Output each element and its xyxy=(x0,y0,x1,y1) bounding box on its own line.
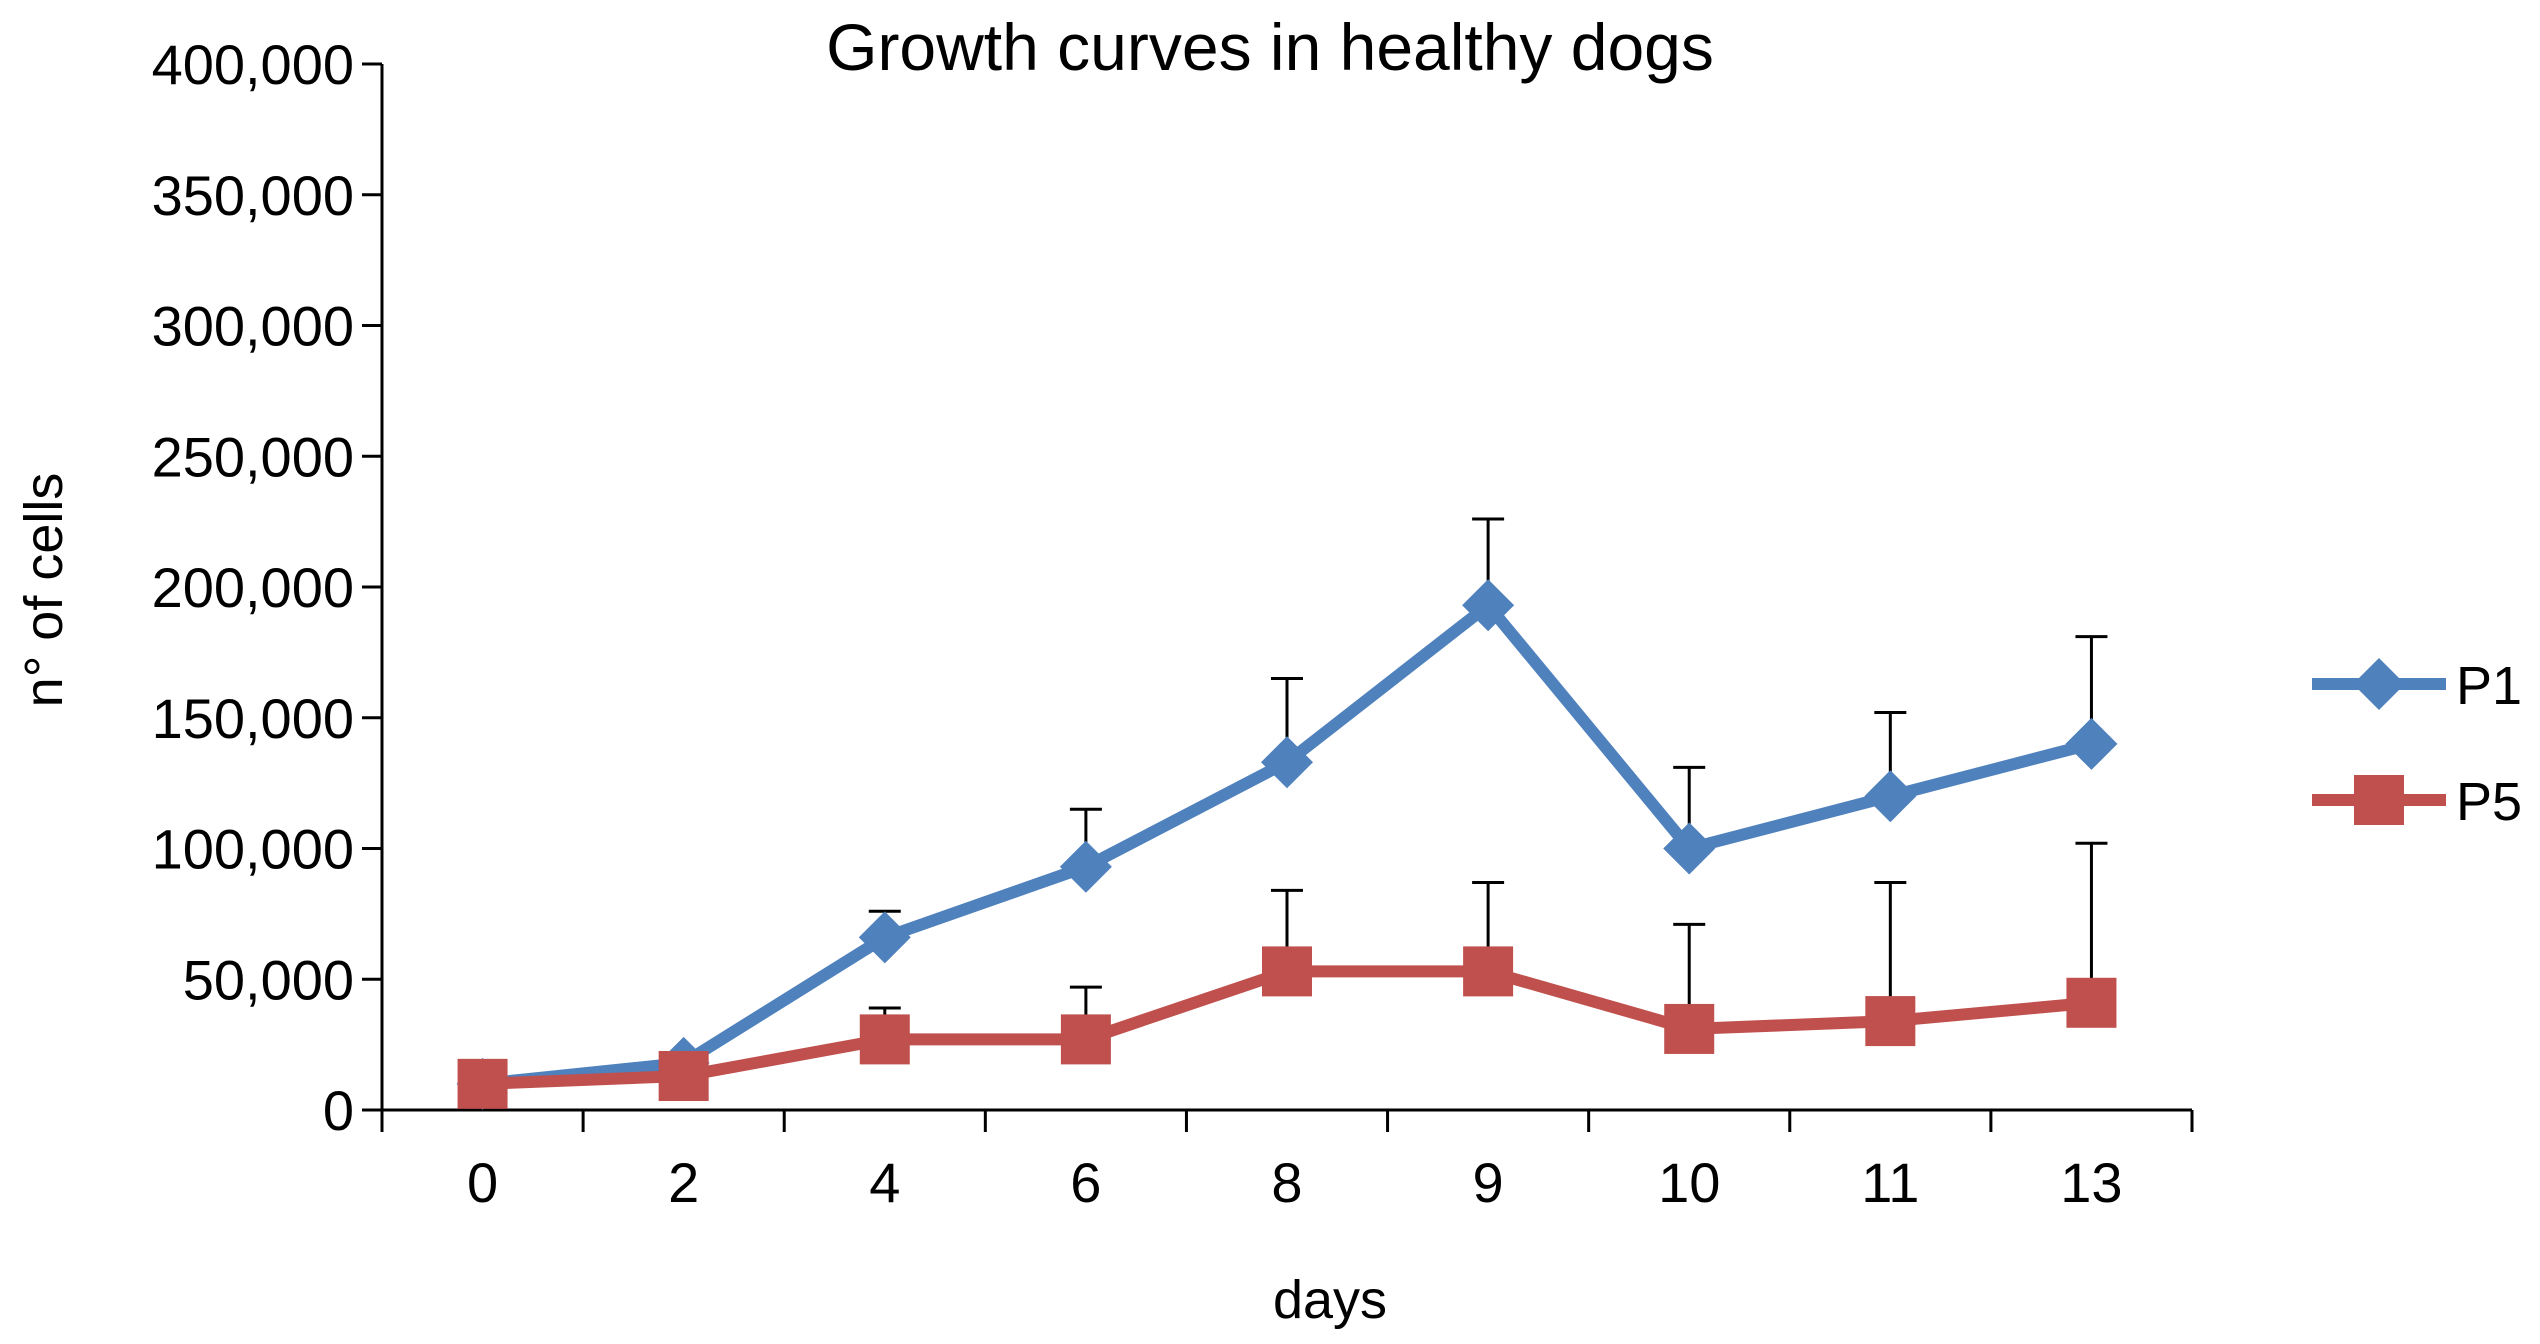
x-tick-label: 10 xyxy=(1658,1151,1720,1214)
x-tick-label: 0 xyxy=(467,1151,498,1214)
data-point-p1 xyxy=(1663,822,1716,875)
y-ticks: 0 50,000 100,000 150,000 200,000 250,000 300,0… xyxy=(152,33,382,1142)
y-tick-label: 350,000 xyxy=(152,164,354,227)
y-axis-label: n° of cells xyxy=(14,473,74,708)
y-tick-label: 100,000 xyxy=(152,818,354,881)
legend-marker-p1 xyxy=(2353,658,2405,710)
error-bars xyxy=(868,517,2108,1040)
data-point-p5 xyxy=(1664,1003,1715,1054)
x-axis-label: days xyxy=(1273,1270,1387,1330)
data-point-p1 xyxy=(1462,579,1515,632)
x-ticks: 0 2 4 6 8 9 10 11 13 xyxy=(380,1110,2194,1214)
data-point-p5 xyxy=(1865,996,1916,1047)
data-point-p5 xyxy=(658,1051,709,1102)
data-point-p1 xyxy=(2065,717,2118,770)
data-point-p1 xyxy=(1261,736,1313,789)
y-tick-label: 150,000 xyxy=(152,687,354,750)
legend-marker-p5 xyxy=(2354,775,2404,825)
x-tick-label: 2 xyxy=(668,1151,699,1214)
legend-label-p1: P1 xyxy=(2456,656,2522,716)
legend-label-p5: P5 xyxy=(2456,772,2522,832)
y-tick-label: 400,000 xyxy=(152,33,354,96)
data-point-p5 xyxy=(1262,946,1312,997)
y-tick-label: 250,000 xyxy=(152,425,354,488)
data-point-p1 xyxy=(1864,770,1917,823)
data-point-p5 xyxy=(457,1058,508,1109)
data-point-p5 xyxy=(2066,977,2117,1028)
data-point-p5 xyxy=(859,1014,910,1065)
data-point-p1 xyxy=(1059,840,1112,893)
y-tick-label: 0 xyxy=(323,1079,354,1142)
x-tick-label: 13 xyxy=(2060,1151,2122,1214)
y-tick-label: 50,000 xyxy=(183,948,354,1011)
x-tick-label: 9 xyxy=(1473,1151,1504,1214)
x-tick-label: 8 xyxy=(1271,1151,1302,1214)
series-group xyxy=(456,579,2118,1110)
data-point-p1 xyxy=(858,911,911,964)
legend: P1 P5 xyxy=(2312,656,2522,832)
y-tick-label: 300,000 xyxy=(152,295,354,358)
y-tick-label: 200,000 xyxy=(152,556,354,619)
chart-title: Growth curves in healthy dogs xyxy=(826,10,1714,84)
data-point-p5 xyxy=(1463,946,1514,997)
x-tick-label: 6 xyxy=(1070,1151,1101,1214)
data-point-p5 xyxy=(1060,1014,1111,1065)
x-tick-label: 11 xyxy=(1861,1151,1919,1214)
x-tick-label: 4 xyxy=(869,1151,900,1214)
